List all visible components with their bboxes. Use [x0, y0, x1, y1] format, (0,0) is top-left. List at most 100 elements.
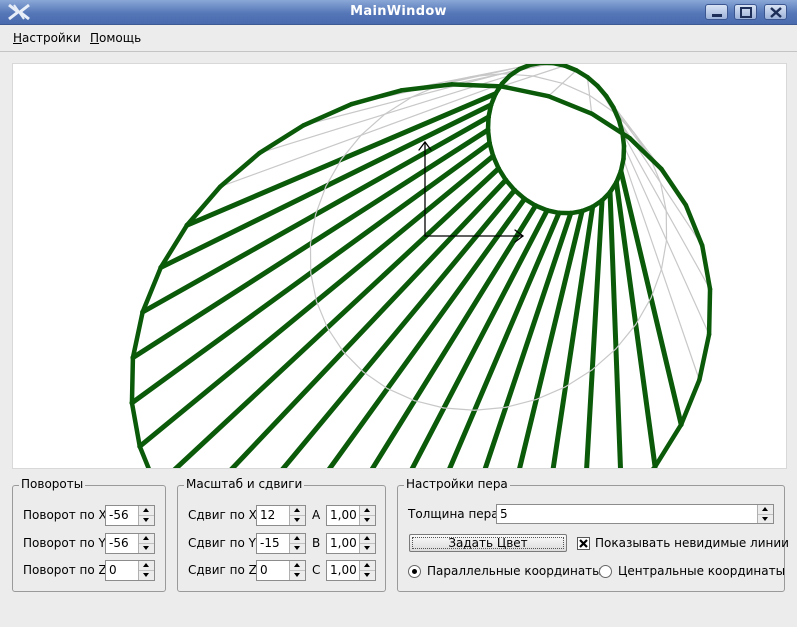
hidden-ring-line [360, 113, 386, 136]
spin-up-button[interactable] [758, 505, 773, 515]
generator-line [447, 210, 562, 468]
hidden-ring-line [386, 388, 416, 402]
hidden-ring-line [505, 398, 537, 408]
pen-thickness-spinbox[interactable]: 5 [496, 504, 774, 524]
top-rim-line [611, 105, 622, 123]
close-icon [770, 7, 782, 18]
show-hidden-checkbox[interactable] [577, 537, 590, 550]
bottom-rim-line [697, 332, 712, 383]
hidden-ring-line [564, 369, 593, 388]
shift-x-label: Сдвиг по X [188, 508, 257, 522]
hidden-ring-line [660, 239, 668, 271]
spin-up-button[interactable] [139, 561, 154, 571]
menu-settings[interactable]: Настройки [13, 31, 81, 45]
hidden-ring-line [342, 350, 365, 373]
hidden-ring-line [310, 272, 318, 302]
scale-a-spinbox[interactable]: 1,00 [326, 505, 376, 526]
x-logo-icon[interactable] [6, 3, 32, 21]
bottom-rim-line [184, 184, 223, 228]
bottom-rim-line [652, 422, 684, 468]
bottom-rim-line [683, 202, 705, 248]
window-title: MainWindow [350, 4, 447, 19]
rotate-z-spinbox[interactable]: 0 [105, 560, 155, 581]
spin-up-button[interactable] [360, 534, 375, 544]
hidden-ring-line [325, 158, 342, 187]
bottom-rim-line [699, 243, 713, 292]
spin-down-button[interactable] [360, 544, 375, 553]
spin-up-button[interactable] [139, 506, 154, 516]
maximize-button[interactable] [734, 4, 757, 20]
hidden-ring-line [532, 75, 564, 84]
hidden-ring-line [413, 400, 445, 409]
spin-down-button[interactable] [139, 516, 154, 525]
bottom-rim-line [589, 111, 633, 141]
parallel-coordinates-radio[interactable] [408, 565, 421, 578]
bottom-rim-line [129, 355, 136, 406]
bottom-rim-line [257, 123, 306, 156]
scale-shift-group: Масштаб и сдвиги Сдвиг по X 12 A 1,00 Сд… [177, 477, 386, 592]
pen-thickness-label: Толщина пера [408, 507, 499, 521]
pen-settings-group-title: Настройки пера [404, 477, 510, 491]
rotate-y-spinbox[interactable]: -56 [105, 533, 155, 554]
frustum-wireframe [129, 64, 713, 468]
minimize-button[interactable] [705, 4, 728, 20]
bottom-rim-line [158, 223, 190, 270]
shift-y-spinbox[interactable]: -15 [256, 533, 306, 554]
hidden-ring-line [470, 73, 503, 78]
spin-down-button[interactable] [139, 571, 154, 580]
set-color-button[interactable]: Задать Цвет [409, 534, 567, 552]
x-axis-arrow [514, 229, 524, 237]
spin-up-button[interactable] [290, 506, 305, 516]
rotate-x-spinbox[interactable]: -56 [105, 505, 155, 526]
shift-x-spinbox[interactable]: 12 [256, 505, 306, 526]
bottom-rim-line [659, 166, 689, 208]
spin-down-button[interactable] [758, 515, 773, 524]
spin-down-button[interactable] [360, 571, 375, 580]
bottom-rim-line [301, 101, 354, 128]
spin-up-button[interactable] [290, 561, 305, 571]
shift-z-spinbox[interactable]: 0 [256, 560, 306, 581]
hidden-ring-line [315, 300, 328, 329]
title-bar[interactable]: MainWindow [0, 0, 797, 25]
bottom-rim-line [546, 93, 594, 116]
spin-down-button[interactable] [290, 516, 305, 525]
central-coordinates-radio[interactable] [599, 565, 612, 578]
bottom-rim-line [499, 84, 551, 99]
hidden-ring-line [535, 386, 567, 401]
y-axis-arrow [424, 141, 432, 151]
drawing-canvas[interactable] [12, 63, 787, 469]
hidden-ring-line [501, 73, 534, 77]
shift-z-label: Сдвиг по Z [188, 563, 257, 577]
generator-line [172, 166, 502, 468]
spin-up-button[interactable] [360, 561, 375, 571]
spin-down-button[interactable] [360, 516, 375, 525]
scale-b-spinbox[interactable]: 1,00 [326, 533, 376, 554]
hidden-ring-line [340, 134, 362, 161]
scale-c-spinbox[interactable]: 1,00 [326, 560, 376, 581]
bottom-rim-line [651, 464, 658, 468]
bottom-rim-line [130, 309, 145, 360]
spin-down-button[interactable] [290, 571, 305, 580]
bottom-rim-line [627, 135, 664, 172]
checkmark-icon [579, 539, 588, 548]
scale-a-label: A [312, 508, 321, 522]
hidden-ring-line [635, 297, 652, 326]
hidden-ring-line [314, 185, 327, 216]
spin-down-button[interactable] [139, 544, 154, 553]
spin-up-button[interactable] [360, 506, 375, 516]
minimize-icon [712, 14, 722, 17]
bottom-rim-line [129, 400, 143, 449]
top-rim-line [490, 153, 501, 171]
menu-help[interactable]: Помощь [90, 31, 142, 45]
bottom-rim-line [678, 377, 702, 427]
bottom-rim-line [349, 88, 404, 107]
scale-b-label: B [312, 536, 321, 550]
close-button[interactable] [764, 4, 787, 20]
spin-up-button[interactable] [139, 534, 154, 544]
spin-up-button[interactable] [290, 534, 305, 544]
show-hidden-label: Показывать невидимые линии [595, 536, 789, 550]
parallel-coordinates-label: Параллельные координаты [427, 564, 602, 578]
hidden-ring-line [588, 94, 615, 113]
hidden-ring-line [474, 406, 507, 411]
spin-down-button[interactable] [290, 544, 305, 553]
